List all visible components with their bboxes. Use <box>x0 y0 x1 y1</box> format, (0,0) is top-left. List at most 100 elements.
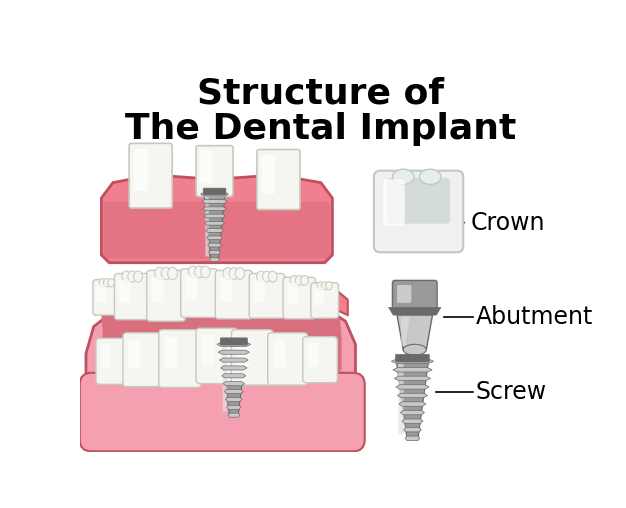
Polygon shape <box>402 419 423 423</box>
Ellipse shape <box>403 344 426 355</box>
Ellipse shape <box>162 267 171 280</box>
FancyBboxPatch shape <box>119 280 130 303</box>
Polygon shape <box>203 207 227 211</box>
FancyBboxPatch shape <box>303 337 337 383</box>
FancyBboxPatch shape <box>393 280 437 310</box>
Ellipse shape <box>188 266 198 278</box>
Ellipse shape <box>108 278 115 287</box>
FancyBboxPatch shape <box>397 285 411 303</box>
Polygon shape <box>222 374 246 378</box>
FancyBboxPatch shape <box>215 270 252 319</box>
FancyBboxPatch shape <box>123 333 163 387</box>
Polygon shape <box>391 359 434 363</box>
FancyBboxPatch shape <box>396 355 429 362</box>
Polygon shape <box>404 428 421 432</box>
Polygon shape <box>217 342 250 346</box>
Ellipse shape <box>290 275 298 285</box>
FancyBboxPatch shape <box>308 343 319 367</box>
FancyBboxPatch shape <box>257 149 300 210</box>
FancyBboxPatch shape <box>387 178 450 224</box>
FancyBboxPatch shape <box>196 146 233 197</box>
FancyBboxPatch shape <box>249 273 285 318</box>
Polygon shape <box>394 376 431 380</box>
FancyBboxPatch shape <box>287 283 298 304</box>
Polygon shape <box>210 258 219 262</box>
Polygon shape <box>97 292 342 380</box>
FancyBboxPatch shape <box>134 149 148 191</box>
Ellipse shape <box>300 275 309 285</box>
Polygon shape <box>202 200 227 203</box>
Ellipse shape <box>321 282 328 290</box>
FancyBboxPatch shape <box>202 335 214 365</box>
Polygon shape <box>223 382 245 386</box>
Ellipse shape <box>168 267 177 280</box>
FancyBboxPatch shape <box>220 277 232 301</box>
FancyBboxPatch shape <box>283 277 316 319</box>
Text: Abutment: Abutment <box>476 305 593 329</box>
Ellipse shape <box>223 268 232 279</box>
FancyBboxPatch shape <box>101 344 111 369</box>
Polygon shape <box>220 366 247 370</box>
Polygon shape <box>398 393 428 398</box>
FancyBboxPatch shape <box>93 279 121 315</box>
Ellipse shape <box>195 266 204 278</box>
FancyBboxPatch shape <box>232 330 273 385</box>
Ellipse shape <box>103 278 110 287</box>
Polygon shape <box>224 390 244 394</box>
Ellipse shape <box>128 271 136 282</box>
FancyBboxPatch shape <box>220 338 247 345</box>
FancyBboxPatch shape <box>383 179 405 226</box>
FancyBboxPatch shape <box>165 337 177 368</box>
FancyBboxPatch shape <box>181 269 218 318</box>
Polygon shape <box>405 436 420 440</box>
FancyBboxPatch shape <box>104 202 330 259</box>
FancyBboxPatch shape <box>96 284 106 302</box>
FancyBboxPatch shape <box>311 283 339 318</box>
Ellipse shape <box>393 169 414 184</box>
Polygon shape <box>222 346 227 411</box>
FancyBboxPatch shape <box>262 155 275 194</box>
FancyBboxPatch shape <box>80 373 365 451</box>
Ellipse shape <box>122 271 131 282</box>
Polygon shape <box>398 363 404 434</box>
Ellipse shape <box>262 271 271 282</box>
Polygon shape <box>86 292 356 450</box>
Text: Screw: Screw <box>476 380 546 404</box>
FancyBboxPatch shape <box>185 275 197 300</box>
Ellipse shape <box>235 268 245 279</box>
Ellipse shape <box>419 169 441 184</box>
Polygon shape <box>401 410 424 415</box>
Polygon shape <box>401 318 410 346</box>
Polygon shape <box>393 368 432 372</box>
FancyBboxPatch shape <box>374 171 463 252</box>
FancyBboxPatch shape <box>147 270 185 321</box>
Ellipse shape <box>317 282 324 290</box>
FancyBboxPatch shape <box>237 337 250 366</box>
Polygon shape <box>227 405 241 409</box>
FancyBboxPatch shape <box>254 279 265 302</box>
Ellipse shape <box>326 282 332 290</box>
Polygon shape <box>101 175 332 263</box>
Polygon shape <box>389 307 441 315</box>
Polygon shape <box>397 315 433 350</box>
Ellipse shape <box>257 271 265 282</box>
Ellipse shape <box>229 268 239 279</box>
FancyBboxPatch shape <box>200 150 212 183</box>
Text: Structure of: Structure of <box>197 76 444 110</box>
Ellipse shape <box>133 271 143 282</box>
Ellipse shape <box>201 266 210 278</box>
Polygon shape <box>204 194 225 260</box>
Polygon shape <box>396 385 429 389</box>
Polygon shape <box>201 193 228 196</box>
Polygon shape <box>207 236 222 240</box>
Polygon shape <box>208 243 222 247</box>
Polygon shape <box>220 358 248 362</box>
Ellipse shape <box>155 267 165 280</box>
FancyBboxPatch shape <box>151 277 164 303</box>
Polygon shape <box>221 344 247 415</box>
FancyBboxPatch shape <box>96 338 128 385</box>
FancyBboxPatch shape <box>159 330 201 388</box>
Polygon shape <box>396 361 429 438</box>
FancyBboxPatch shape <box>128 340 141 368</box>
Polygon shape <box>95 275 348 315</box>
